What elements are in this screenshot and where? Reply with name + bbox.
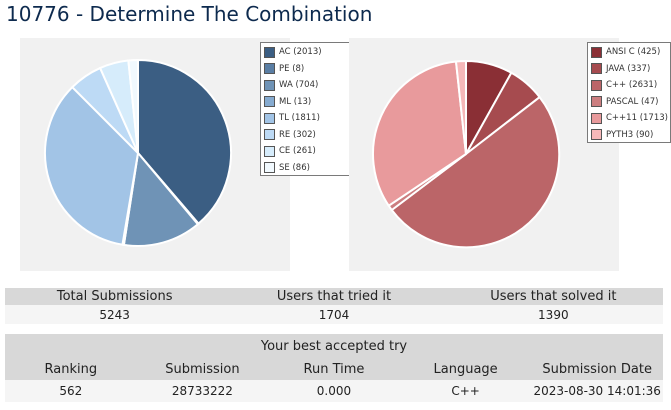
language_chart-legend-item: C++11 (1713)	[591, 110, 668, 127]
language_chart-slice-2	[390, 95, 561, 249]
page-title: 10776 - Determine The Combination	[6, 2, 373, 26]
verdict_chart-legend-item: RE (302)	[264, 127, 350, 144]
language-pie	[372, 59, 561, 249]
language_chart-legend-swatch	[591, 63, 602, 75]
verdict_chart-legend-label: PE (8)	[279, 63, 305, 74]
verdict-chart: AC (2013) PE (8) WA (704) ML (13) TL (1811) R…	[20, 38, 354, 271]
submission-date-value: 2023-08-30 14:01:36	[531, 380, 663, 402]
best-try-caption-row: Your best accepted try	[5, 334, 663, 358]
language_chart-legend-item: PASCAL (47)	[591, 94, 667, 111]
language_chart-legend-item: C++ (2631)	[591, 77, 667, 94]
verdict_chart-slice-0	[137, 58, 232, 226]
ranking-value: 562	[5, 380, 137, 402]
verdict_chart-legend-label: AC (2013)	[279, 47, 322, 58]
verdict_chart-legend-swatch	[264, 79, 275, 91]
stats-table: Total Submissions Users that tried it Us…	[5, 288, 663, 324]
best-try-table: Your best accepted try Ranking Submissio…	[5, 334, 663, 402]
run-time-header: Run Time	[268, 358, 400, 380]
verdict_chart-legend-item: AC (2013)	[264, 44, 350, 61]
language_chart-legend-label: C++11 (1713)	[606, 113, 668, 124]
submission-date-header: Submission Date	[531, 358, 663, 380]
language-header: Language	[399, 358, 532, 380]
submission-id-value[interactable]: 28733222	[136, 380, 269, 402]
verdict_chart-slice-4	[44, 85, 140, 246]
verdict-legend: AC (2013) PE (8) WA (704) ML (13) TL (1811) R…	[260, 42, 354, 176]
language_chart-slice-4	[372, 60, 468, 208]
total-submissions-header: Total Submissions	[5, 288, 225, 305]
verdict_chart-legend-label: CE (261)	[279, 146, 316, 157]
verdict_chart-legend-label: WA (704)	[279, 80, 319, 91]
users-solved-value: 1390	[443, 305, 663, 324]
verdict_chart-legend-item: ML (13)	[264, 94, 350, 111]
users-solved-header: Users that solved it	[443, 288, 663, 305]
ranking-header: Ranking	[5, 358, 137, 380]
verdict_chart-legend-item: WA (704)	[264, 77, 350, 94]
verdict_chart-legend-swatch	[264, 129, 275, 141]
users-tried-header: Users that tried it	[224, 288, 444, 305]
language_chart-legend-swatch	[591, 96, 602, 108]
verdict_chart-legend-swatch	[264, 63, 275, 75]
verdict_chart-legend-swatch	[264, 145, 275, 157]
language_chart-legend-label: PYTH3 (90)	[606, 129, 654, 140]
language_chart-slice-5	[454, 59, 467, 155]
language_chart-legend-item: JAVA (337)	[591, 61, 667, 78]
language_chart-legend-label: JAVA (337)	[606, 63, 651, 74]
best-try-caption: Your best accepted try	[5, 334, 663, 358]
verdict_chart-legend-swatch	[264, 112, 275, 124]
verdict_chart-legend-label: ML (13)	[279, 96, 312, 107]
total-submissions-value: 5243	[5, 305, 225, 324]
language-chart: ANSI C (425) JAVA (337) C++ (2631) PASCAL (…	[349, 38, 671, 271]
verdict_chart-legend-label: SE (86)	[279, 162, 310, 173]
verdict_chart-slice-2	[122, 150, 200, 247]
language_chart-legend-swatch	[591, 129, 602, 141]
language_chart-legend-swatch	[591, 79, 602, 91]
language-legend: ANSI C (425) JAVA (337) C++ (2631) PASCAL (…	[587, 42, 671, 143]
verdict_chart-legend-item: TL (1811)	[264, 110, 350, 127]
verdict_chart-legend-item: CE (261)	[264, 143, 350, 160]
submission-header: Submission	[136, 358, 269, 380]
language-value: C++	[399, 380, 532, 402]
verdict_chart-legend-item: SE (86)	[264, 160, 350, 176]
language_chart-legend-label: ANSI C (425)	[606, 47, 661, 58]
verdict-pie	[44, 58, 232, 247]
verdict_chart-legend-swatch	[264, 162, 275, 174]
best-try-header-row: Ranking Submission Run Time Language Sub…	[5, 358, 663, 380]
language_chart-legend-label: C++ (2631)	[606, 80, 658, 91]
verdict_chart-legend-label: TL (1811)	[279, 113, 320, 124]
best-try-value-row: 562 28733222 0.000 C++ 2023-08-30 14:01:…	[5, 380, 663, 402]
stats-header-row: Total Submissions Users that tried it Us…	[5, 288, 663, 305]
language_chart-legend-swatch	[591, 112, 602, 124]
verdict_chart-legend-swatch	[264, 96, 275, 108]
verdict_chart-legend-label: RE (302)	[279, 129, 316, 140]
run-time-value: 0.000	[268, 380, 400, 402]
verdict_chart-legend-swatch	[264, 46, 275, 58]
users-tried-value: 1704	[224, 305, 444, 324]
language_chart-legend-item: ANSI C (425)	[591, 44, 667, 61]
language_chart-legend-item: PYTH3 (90)	[591, 127, 667, 143]
stats-value-row: 5243 1704 1390	[5, 305, 663, 324]
verdict_chart-slice-7	[127, 58, 139, 154]
language_chart-legend-swatch	[591, 46, 602, 58]
language_chart-legend-label: PASCAL (47)	[606, 96, 659, 107]
verdict_chart-legend-item: PE (8)	[264, 61, 350, 78]
